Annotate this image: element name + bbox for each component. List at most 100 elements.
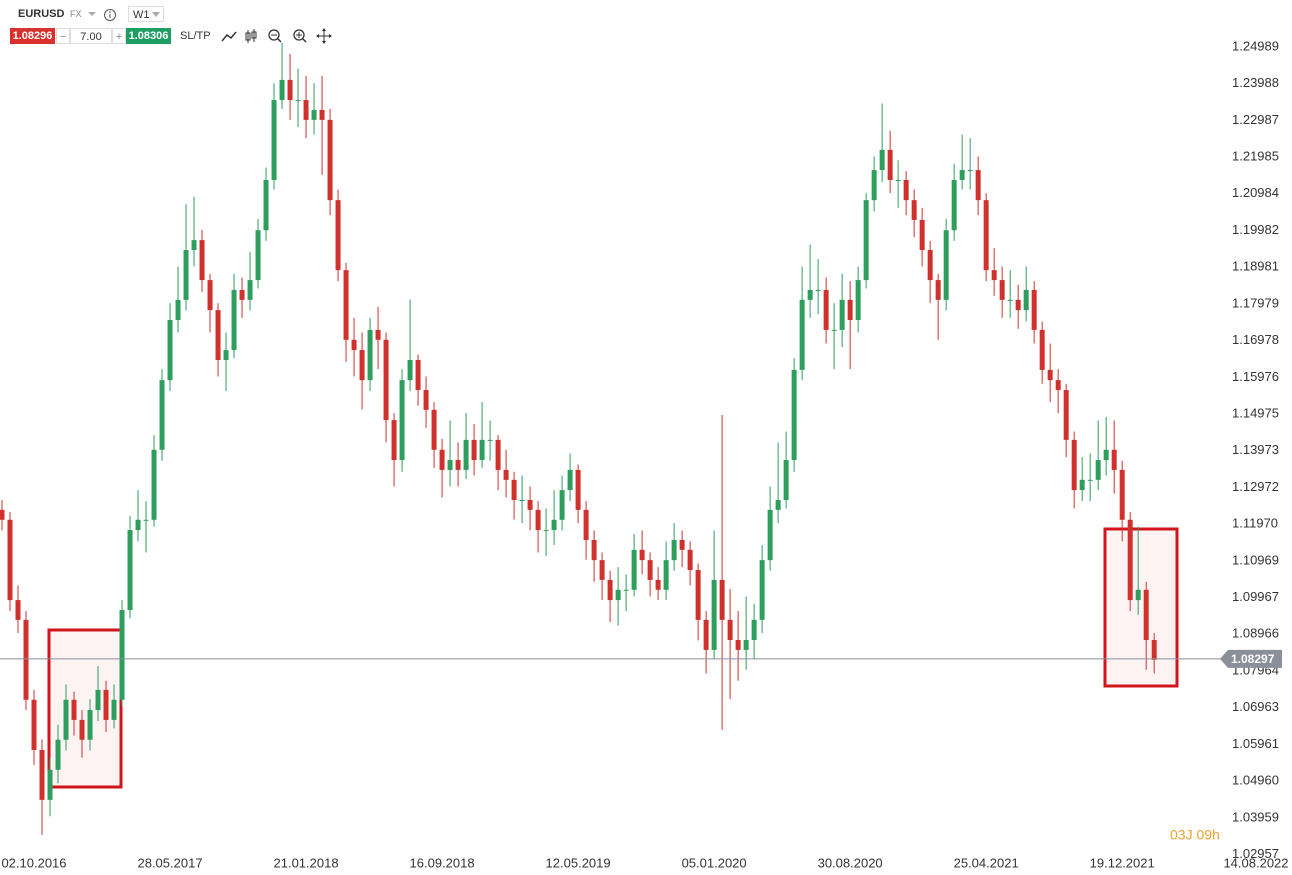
candle-icon[interactable] bbox=[245, 29, 257, 43]
candle-body bbox=[1119, 469, 1125, 520]
candle-body bbox=[447, 460, 453, 470]
candle-body bbox=[423, 390, 429, 410]
pan-icon[interactable] bbox=[316, 28, 332, 44]
candle-body bbox=[527, 500, 533, 510]
candle-body bbox=[199, 240, 205, 281]
y-tick-label: 1.16978 bbox=[1232, 332, 1279, 347]
candle-body bbox=[999, 280, 1005, 300]
zoom-out-icon[interactable] bbox=[268, 29, 282, 43]
dropdown-caret[interactable] bbox=[87, 10, 97, 18]
candle-body bbox=[127, 530, 133, 610]
timeframe: W1 bbox=[133, 9, 150, 21]
candle-body bbox=[1039, 329, 1045, 370]
sltp-button[interactable]: SL/TP bbox=[180, 30, 211, 42]
candle-body bbox=[55, 739, 61, 770]
candle-body bbox=[247, 280, 253, 300]
candles bbox=[0, 42, 1157, 836]
candle-body bbox=[215, 310, 221, 360]
candle-body bbox=[311, 109, 317, 120]
candle-body bbox=[23, 619, 29, 700]
candle-body bbox=[71, 699, 77, 720]
candle-body bbox=[1151, 640, 1157, 660]
candle-body bbox=[383, 339, 389, 421]
increase-button[interactable]: + bbox=[112, 28, 126, 44]
candle-body bbox=[783, 460, 789, 500]
candle-body bbox=[335, 200, 341, 271]
candle-body bbox=[407, 359, 413, 381]
candle-body bbox=[959, 170, 965, 180]
candle-body bbox=[919, 219, 925, 250]
candle-body bbox=[623, 589, 629, 591]
candle-body bbox=[847, 299, 853, 321]
candle-body bbox=[191, 240, 197, 250]
candle-body bbox=[927, 250, 933, 281]
info-icon[interactable] bbox=[103, 8, 117, 22]
candle-body bbox=[831, 329, 837, 331]
sell-button[interactable]: 1.08296 bbox=[10, 28, 55, 44]
candle-body bbox=[1135, 589, 1141, 601]
symbol[interactable]: EURUSD bbox=[18, 8, 65, 20]
y-tick-label: 1.23988 bbox=[1232, 75, 1279, 90]
zoom-in-icon[interactable] bbox=[293, 29, 307, 43]
candle-body bbox=[271, 100, 277, 180]
decrease-button[interactable]: − bbox=[56, 28, 70, 44]
y-tick-label: 1.18981 bbox=[1232, 259, 1279, 274]
candle-body bbox=[567, 469, 573, 491]
candle-body bbox=[703, 619, 709, 650]
x-tick-label: 21.01.2018 bbox=[274, 855, 339, 870]
candle-body bbox=[679, 539, 685, 550]
y-tick-label: 1.24989 bbox=[1232, 38, 1279, 53]
candle-body bbox=[743, 640, 749, 650]
candle-body bbox=[751, 619, 757, 641]
y-tick-label: 1.22987 bbox=[1232, 112, 1279, 127]
candle-body bbox=[791, 369, 797, 461]
buy-button[interactable]: 1.08306 bbox=[126, 28, 171, 44]
candle-body bbox=[967, 170, 973, 172]
candle-body bbox=[143, 519, 149, 521]
candle-body bbox=[327, 119, 333, 201]
candle-body bbox=[1143, 589, 1149, 641]
countdown: 03J 09h bbox=[1170, 827, 1220, 843]
candle-body bbox=[559, 490, 565, 520]
x-tick-label: 05.01.2020 bbox=[682, 855, 747, 870]
candle-body bbox=[711, 579, 717, 650]
candle-body bbox=[735, 640, 741, 650]
candle-body bbox=[759, 560, 765, 620]
y-tick-label: 1.02957 bbox=[1232, 846, 1279, 861]
candle-body bbox=[79, 719, 85, 740]
candle-body bbox=[231, 289, 237, 351]
candle-body bbox=[879, 149, 885, 171]
x-tick-label: 30.08.2020 bbox=[818, 855, 883, 870]
x-tick-label: 16.09.2018 bbox=[410, 855, 475, 870]
candle-body bbox=[1015, 299, 1021, 311]
candle-body bbox=[575, 469, 581, 510]
candle-body bbox=[1111, 449, 1117, 470]
y-tick-label: 1.11970 bbox=[1232, 516, 1278, 531]
candle-body bbox=[519, 500, 525, 501]
candle-body bbox=[151, 449, 157, 520]
candle-body bbox=[655, 579, 661, 590]
candle-body bbox=[975, 170, 981, 201]
candle-body bbox=[903, 179, 909, 201]
candle-body bbox=[943, 230, 949, 300]
candle-body bbox=[87, 710, 93, 740]
candle-body bbox=[1071, 439, 1077, 491]
candle-body bbox=[135, 519, 141, 531]
y-tick-label: 1.03959 bbox=[1232, 809, 1279, 824]
candle-body bbox=[1007, 299, 1013, 301]
y-tick-label: 1.20984 bbox=[1232, 185, 1279, 200]
candle-body bbox=[463, 439, 469, 470]
candle-body bbox=[991, 270, 997, 281]
volume-input[interactable]: 7.00 bbox=[70, 28, 112, 44]
candle-body bbox=[175, 299, 181, 321]
timeframe-select[interactable]: W1 bbox=[128, 6, 164, 22]
y-tick-label: 1.08966 bbox=[1232, 626, 1279, 641]
candle-body bbox=[775, 500, 781, 510]
candle-body bbox=[415, 359, 421, 391]
y-tick-label: 1.10969 bbox=[1232, 552, 1279, 567]
candle-body bbox=[1031, 289, 1037, 330]
candle-body bbox=[535, 509, 541, 531]
line-chart-icon[interactable] bbox=[221, 31, 237, 42]
candle-body bbox=[15, 600, 21, 620]
